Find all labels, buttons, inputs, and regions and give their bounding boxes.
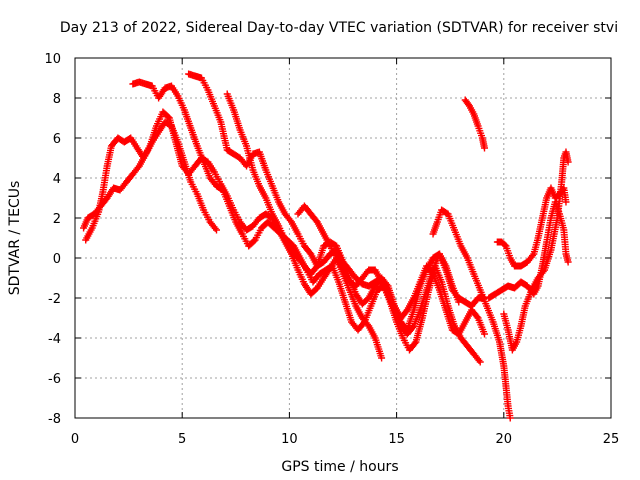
y-tick-label: -8 bbox=[48, 412, 61, 427]
data-point bbox=[378, 354, 386, 362]
chart-title: Day 213 of 2022, Sidereal Day-to-day VTE… bbox=[60, 20, 618, 36]
data-point bbox=[359, 319, 367, 327]
data-point bbox=[411, 339, 419, 347]
data-series bbox=[461, 96, 489, 152]
data-point bbox=[213, 226, 221, 234]
data-point bbox=[481, 330, 489, 338]
data-marks bbox=[80, 70, 572, 422]
y-tick-label: 4 bbox=[53, 172, 61, 187]
y-axis-label: SDTVAR / TECUs bbox=[7, 181, 23, 296]
x-axis-label: GPS time / hours bbox=[281, 459, 398, 475]
x-tick-label: 25 bbox=[603, 432, 620, 447]
data-point bbox=[529, 252, 537, 260]
y-tick-label: -4 bbox=[48, 332, 61, 347]
x-tick-label: 10 bbox=[281, 432, 298, 447]
data-point bbox=[506, 414, 514, 422]
data-point bbox=[134, 164, 142, 172]
x-tick-label: 0 bbox=[71, 432, 79, 447]
y-tick-label: -6 bbox=[48, 372, 61, 387]
data-point bbox=[539, 268, 547, 276]
data-point bbox=[564, 158, 572, 166]
data-series bbox=[500, 148, 572, 354]
data-point bbox=[455, 298, 463, 306]
x-tick-label: 15 bbox=[388, 432, 405, 447]
data-point bbox=[211, 224, 219, 232]
plot-frame bbox=[74, 57, 612, 419]
y-tick-label: -2 bbox=[48, 292, 61, 307]
data-point bbox=[475, 356, 483, 364]
x-axis-ticks: 0 5 10 15 20 25 bbox=[71, 58, 619, 447]
data-point bbox=[473, 313, 481, 321]
data-series bbox=[429, 206, 514, 422]
data-point bbox=[476, 358, 484, 366]
data-series bbox=[493, 184, 570, 270]
y-tick-label: 8 bbox=[53, 92, 61, 107]
data-point bbox=[409, 323, 417, 331]
x-tick-label: 5 bbox=[178, 432, 186, 447]
data-point bbox=[564, 258, 572, 266]
data-point bbox=[562, 198, 570, 206]
y-axis-ticks: -8 -6 -4 -2 0 2 4 6 8 10 bbox=[44, 52, 611, 427]
y-tick-label: 6 bbox=[53, 132, 61, 147]
x-tick-label: 20 bbox=[496, 432, 513, 447]
data-series bbox=[294, 202, 463, 338]
data-point bbox=[481, 144, 489, 152]
data-series bbox=[82, 108, 386, 362]
y-tick-label: 0 bbox=[53, 252, 61, 267]
data-series bbox=[129, 78, 484, 366]
data-point bbox=[312, 263, 320, 271]
y-tick-label: 2 bbox=[53, 212, 61, 227]
data-series bbox=[80, 118, 221, 234]
grid-lines bbox=[75, 58, 611, 418]
y-tick-label: 10 bbox=[44, 52, 61, 67]
data-point bbox=[286, 216, 294, 224]
